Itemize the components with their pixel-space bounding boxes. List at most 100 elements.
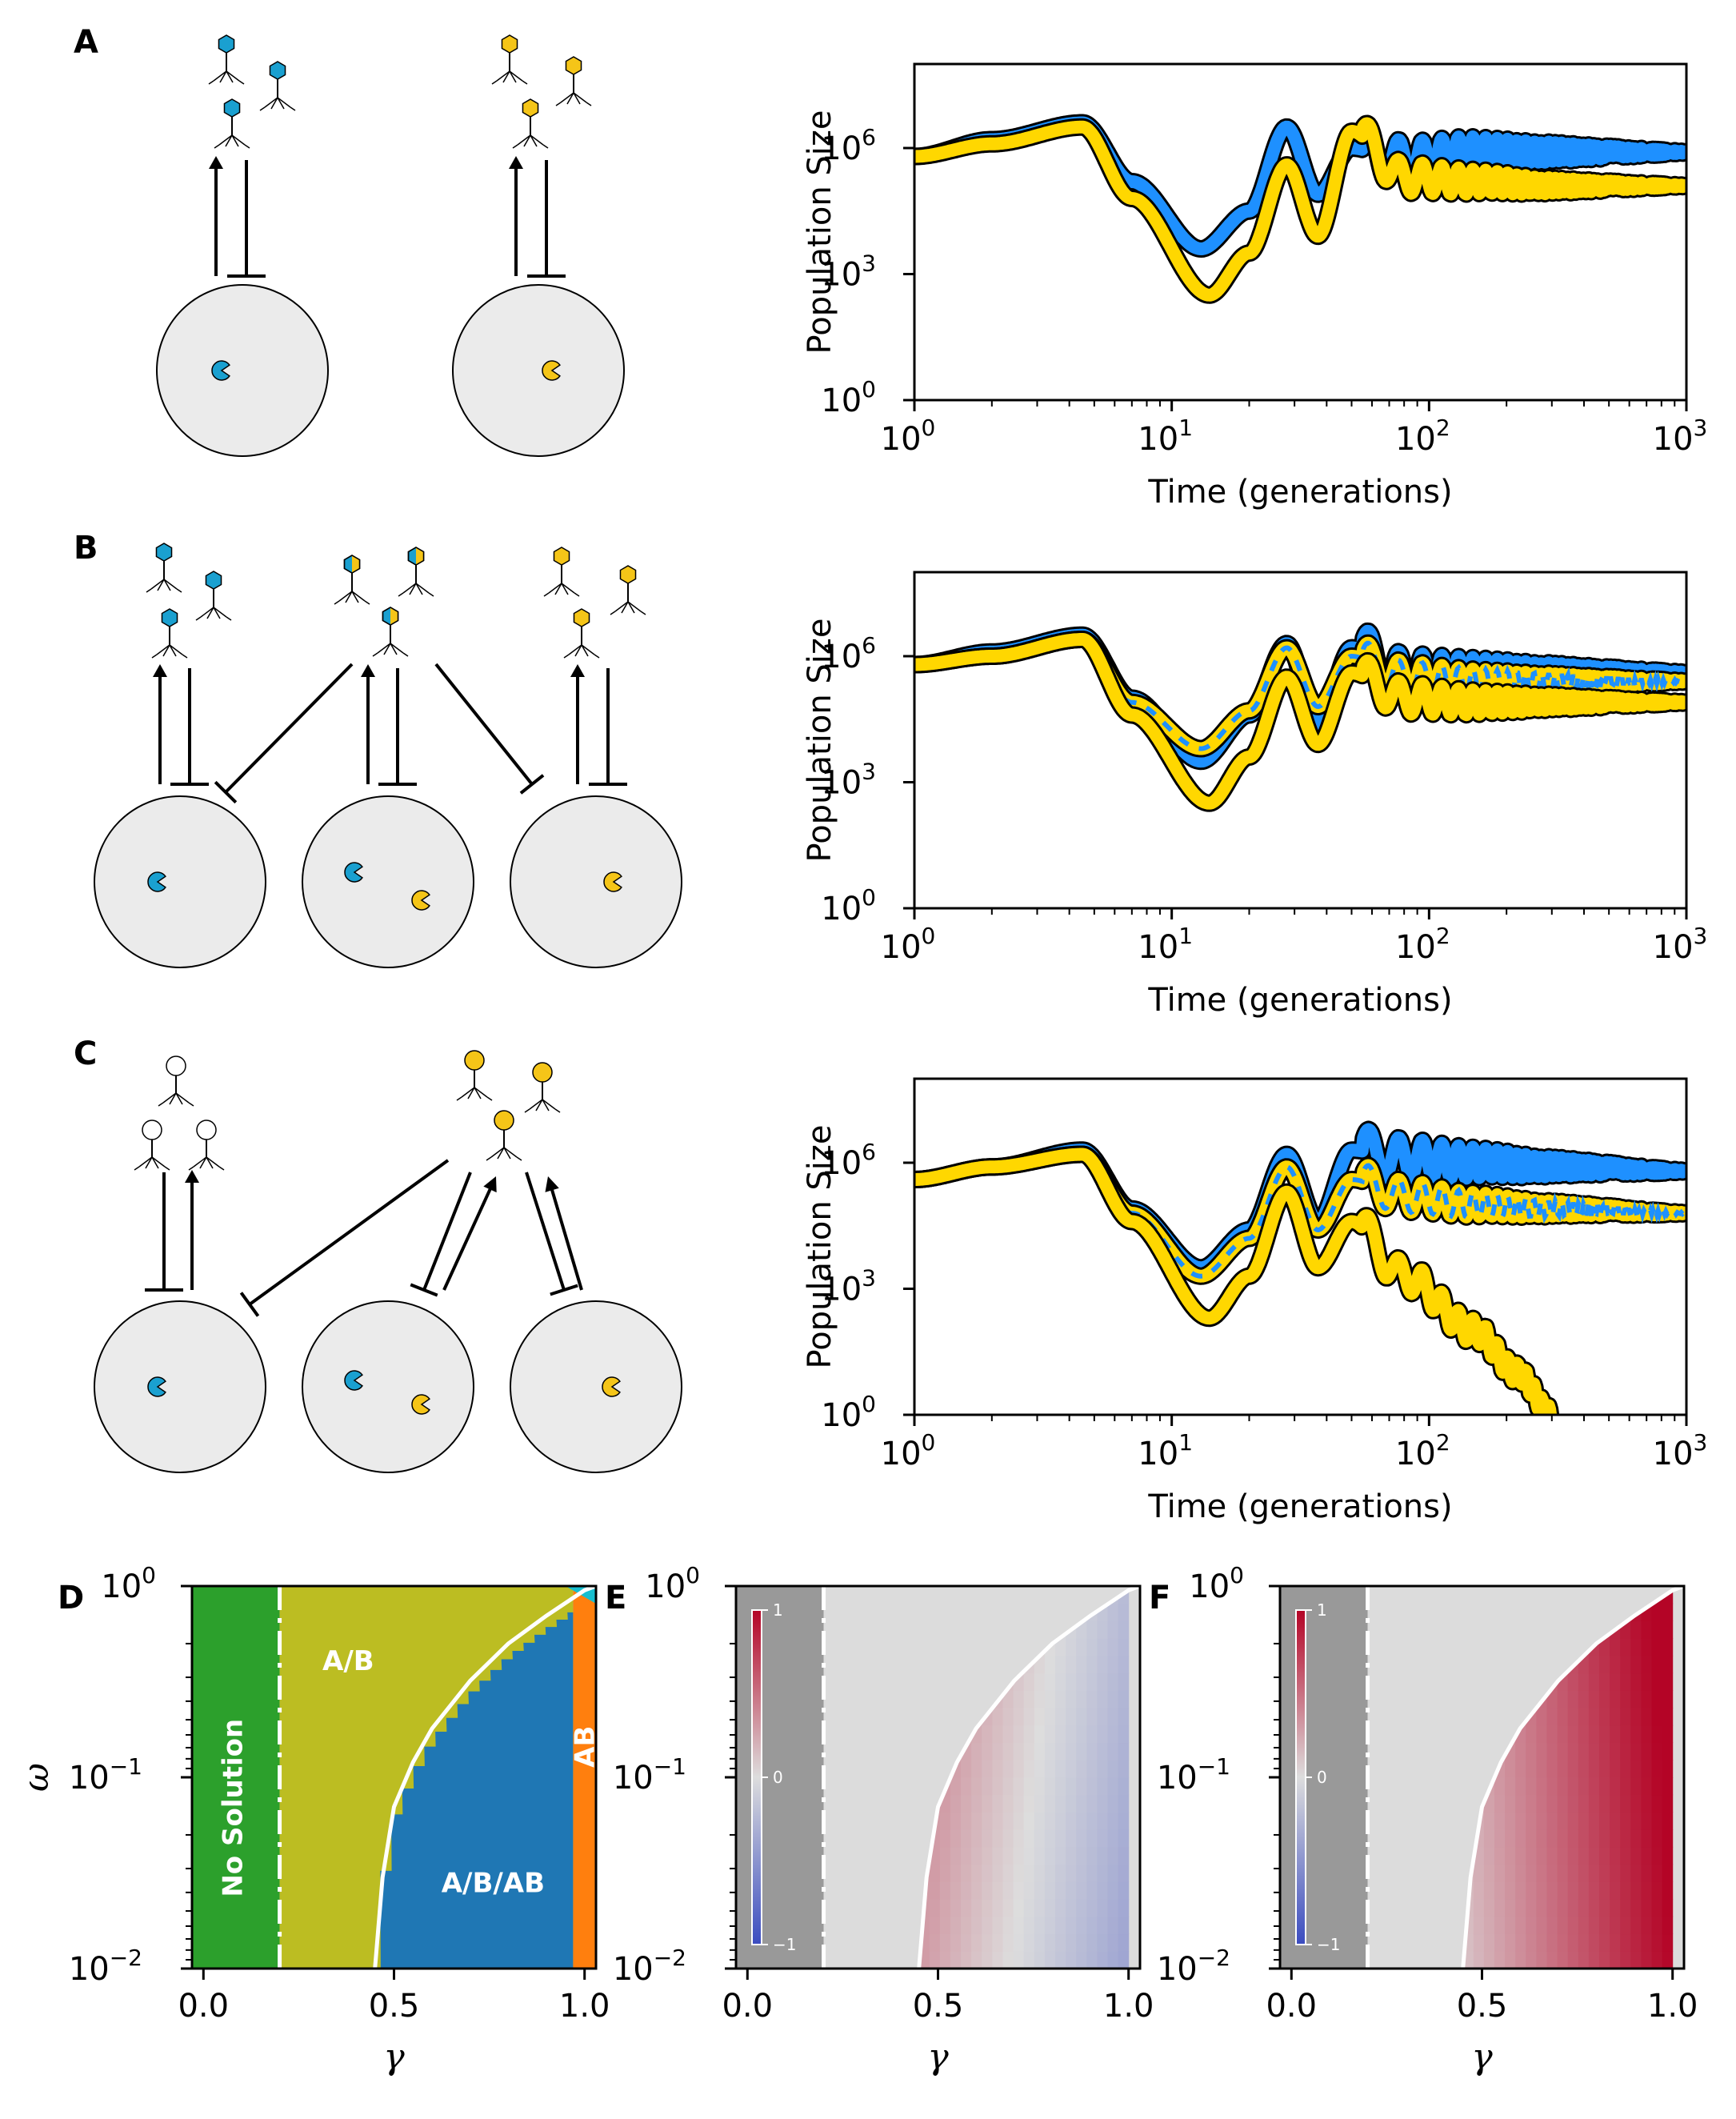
- cell: [94, 1300, 266, 1473]
- heatmap-cell: [1107, 1812, 1119, 1830]
- x-tick-label: 101: [1138, 1429, 1193, 1472]
- label-ab: AB: [570, 1726, 602, 1768]
- heatmap-cell: [1588, 1690, 1600, 1708]
- panel-label-d: D: [58, 1580, 84, 1616]
- heatmap-cell: [982, 1829, 993, 1848]
- heatmap-cell: [982, 1812, 993, 1830]
- receptor-pacman: [147, 871, 166, 892]
- x-tick-label-exp: 2: [1436, 923, 1450, 949]
- heatmap-cell: [1526, 1899, 1537, 1917]
- cell: [302, 1300, 474, 1473]
- heatmap-cell: [1630, 1916, 1642, 1935]
- heatmap-cell: [1578, 1672, 1590, 1691]
- heatmap-cell: [1662, 1760, 1674, 1778]
- phage-head-half: [390, 607, 398, 625]
- heatmap-cell: [1610, 1812, 1621, 1830]
- heatmap-cell: [1118, 1794, 1130, 1813]
- heatmap-cell: [1546, 1794, 1558, 1813]
- heatmap-cell: [1567, 1794, 1579, 1813]
- panel-label-e: E: [605, 1580, 626, 1616]
- heatmap-cell: [1641, 1742, 1653, 1760]
- heatmap-cell: [1546, 1829, 1558, 1848]
- heatmap-cell: [1588, 1708, 1600, 1726]
- heatmap-cell: [939, 1812, 951, 1830]
- inhibit-bar: [214, 780, 238, 804]
- heatmap-cell: [1023, 1846, 1035, 1865]
- heatmap-cell: [971, 1916, 982, 1935]
- heatmap-cell: [1002, 1794, 1014, 1813]
- heatmap-cell: [1620, 1690, 1631, 1708]
- inhibit-diagonal: [248, 1159, 450, 1306]
- heatmap-cell: [1076, 1812, 1087, 1830]
- heatmap-cell: [971, 1881, 982, 1900]
- heatmap-cell: [1546, 1951, 1558, 1969]
- heatmap-cell: [1515, 1812, 1526, 1830]
- heatmap-cell: [1044, 1846, 1056, 1865]
- heatmap-cell: [1054, 1672, 1066, 1691]
- heatmap-cell: [1097, 1655, 1109, 1674]
- heatmap-cell: [1515, 1794, 1526, 1813]
- heatmap-cell: [1536, 1881, 1547, 1900]
- heatmap-cell: [1118, 1916, 1130, 1935]
- heatmap-cell: [1620, 1724, 1631, 1744]
- heatmap-cell: [1086, 1672, 1098, 1691]
- heatmap-cell: [1598, 1794, 1610, 1813]
- heatmap-cell: [1076, 1724, 1087, 1744]
- heatmap-cell: [1066, 1812, 1077, 1830]
- heatmap-cell: [1651, 1881, 1663, 1900]
- x-axis-label: Time (generations): [1147, 982, 1452, 1019]
- phase-no-solution: [736, 1586, 824, 1969]
- heatmap-cell: [1526, 1864, 1537, 1882]
- heatmap-cell: [1610, 1916, 1621, 1935]
- heatmap-cell: [961, 1794, 972, 1813]
- heatmap-cell: [1023, 1760, 1035, 1778]
- heatmap-cell: [1578, 1777, 1590, 1796]
- x-tick-label: 1.0: [1647, 1988, 1698, 2025]
- heatmap-cell: [1086, 1916, 1098, 1935]
- heatmap-cell: [939, 1916, 951, 1935]
- heatmap-cell: [1002, 1951, 1014, 1969]
- heatmap-cell: [971, 1899, 982, 1917]
- heatmap-cell: [1526, 1760, 1537, 1778]
- arrow-head: [570, 664, 585, 677]
- heatmap-cell: [1651, 1655, 1663, 1674]
- heatmap-cell: [961, 1881, 972, 1900]
- boundary-curve: [1461, 1586, 1684, 1969]
- heatmap-cell: [1588, 1864, 1600, 1882]
- heatmap-cell: [1567, 1864, 1579, 1882]
- x-tick-label: 103: [1653, 1429, 1708, 1472]
- heatmap-cell: [1567, 1760, 1579, 1778]
- heatmap-cell: [961, 1829, 972, 1848]
- heatmap-cell: [1118, 1724, 1130, 1744]
- heatmap-cell: [1066, 1794, 1077, 1813]
- heatmap-cell: [1620, 1760, 1631, 1778]
- heatmap-cell: [1034, 1916, 1046, 1935]
- heatmap-cell: [1651, 1812, 1663, 1830]
- heatmap-cell: [1097, 1812, 1109, 1830]
- heatmap-cell: [1002, 1916, 1014, 1935]
- heatmap-cell: [1044, 1812, 1056, 1830]
- y-tick-label-exp: 3: [862, 250, 876, 277]
- x-tick-label: 1.0: [1103, 1988, 1154, 2025]
- y-axis-label: Population Size: [802, 619, 838, 863]
- heatmap-cell: [982, 1777, 993, 1796]
- x-tick-label: 0.5: [1457, 1988, 1508, 2025]
- plot-frame: [913, 1077, 1688, 1416]
- heatmap-cell: [1620, 1812, 1631, 1830]
- heatmap-cell: [961, 1777, 972, 1796]
- heatmap-cell: [1107, 1846, 1119, 1865]
- y-tick-label-exp: −2: [654, 1945, 686, 1971]
- x-tick-label: 101: [1138, 923, 1193, 966]
- heatmap-cell: [1118, 1655, 1130, 1674]
- x-axis-label: Time (generations): [1147, 1488, 1452, 1525]
- heatmap-cell: [992, 1794, 1003, 1813]
- heatmap-cell: [1023, 1951, 1035, 1969]
- heatmap-cell: [1076, 1951, 1087, 1969]
- heatmap-cell: [1641, 1864, 1653, 1882]
- heatmap-cell: [1598, 1760, 1610, 1778]
- heatmap-cell: [1034, 1933, 1046, 1952]
- heatmap-cell: [1044, 1690, 1056, 1708]
- heatmap-cell: [1494, 1881, 1506, 1900]
- heatmap-cell: [1054, 1916, 1066, 1935]
- heatmap-cell: [1536, 1846, 1547, 1865]
